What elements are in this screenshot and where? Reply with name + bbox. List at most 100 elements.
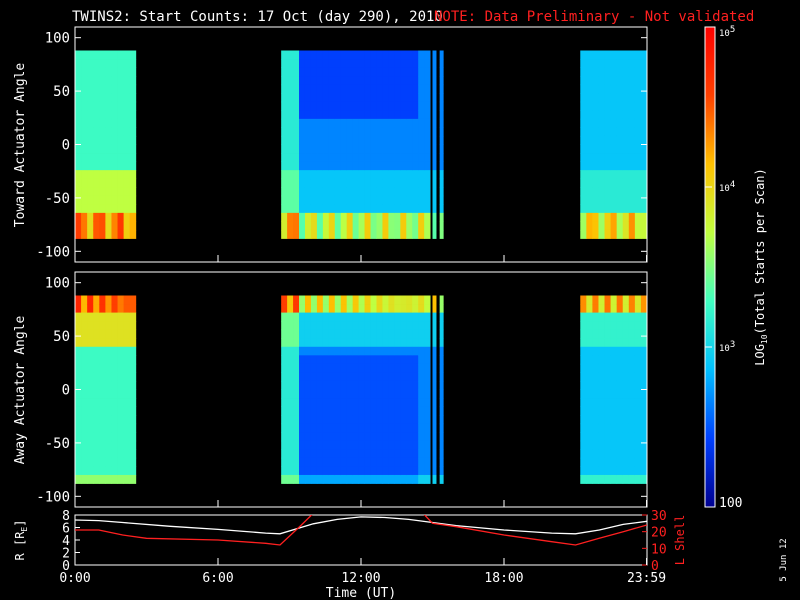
heatmap-cell (352, 415, 360, 425)
heatmap-cell (299, 380, 306, 390)
heatmap-cell (123, 84, 131, 94)
heatmap-cell (586, 466, 593, 476)
heatmap-cell (99, 67, 106, 77)
heatmap-cell (604, 153, 611, 162)
heatmap-cell (293, 221, 300, 231)
heatmap-cell (400, 449, 407, 459)
heatmap-cell (81, 161, 88, 171)
heatmap-cell (412, 212, 419, 222)
heatmap-cell (334, 338, 342, 348)
heatmap-cell (340, 457, 348, 467)
heatmap-cell (592, 204, 599, 214)
heatmap-cell (610, 312, 618, 322)
heatmap-cell (424, 346, 431, 356)
heatmap-cell (598, 355, 605, 365)
heatmap-cell (281, 59, 288, 68)
heatmap-cell (418, 135, 425, 145)
heatmap-cell (111, 295, 118, 305)
heatmap-cell (592, 153, 599, 162)
heatmap-cell (610, 153, 618, 162)
heatmap-cell (87, 212, 94, 222)
heatmap-cell (622, 178, 630, 188)
heatmap-cell (105, 380, 112, 390)
heatmap-cell (352, 204, 360, 214)
heatmap-cell (316, 423, 324, 433)
heatmap-cell (640, 398, 648, 407)
heatmap-cell (75, 161, 82, 171)
heatmap-cell (439, 372, 444, 382)
heatmap-cell (322, 221, 330, 231)
heatmap-cell (304, 110, 312, 120)
heatmap-cell (299, 135, 306, 145)
heatmap-cell (75, 321, 82, 331)
heatmap-cell (616, 440, 624, 450)
heatmap-cell (592, 84, 599, 94)
heatmap-cell (129, 67, 137, 77)
heatmap-cell (105, 432, 112, 442)
heatmap-cell (439, 304, 444, 313)
heatmap-cell (99, 474, 106, 484)
heatmap-cell (281, 178, 288, 188)
heatmap-cell (117, 372, 125, 382)
heatmap-cell (622, 187, 630, 197)
heatmap-cell (370, 170, 377, 180)
heatmap-cell (598, 50, 605, 60)
heatmap-cell (400, 355, 407, 365)
heatmap-cell (628, 161, 636, 171)
heatmap-cell (394, 204, 401, 214)
heatmap-cell (394, 389, 401, 399)
heatmap-cell (592, 187, 599, 197)
heatmap-cell (340, 110, 348, 120)
heatmap-cell (287, 372, 294, 382)
heatmap-cell (99, 389, 106, 399)
heatmap-cell (293, 187, 300, 197)
heatmap-cell (622, 346, 630, 356)
heatmap-cell (394, 474, 401, 484)
heatmap-cell (388, 187, 395, 197)
heatmap-cell (640, 295, 648, 305)
heatmap-cell (281, 204, 288, 214)
heatmap-cell (93, 338, 100, 348)
heatmap-cell (418, 195, 425, 205)
heatmap-cell (117, 144, 125, 154)
heatmap-cell (622, 144, 630, 154)
heatmap-cell (580, 295, 587, 305)
heatmap-cell (412, 50, 419, 60)
heatmap-cell (123, 389, 131, 399)
heatmap-cell (598, 118, 605, 128)
heatmap-cell (439, 135, 444, 145)
heatmap-cell (304, 423, 312, 433)
heatmap-cell (293, 204, 300, 214)
heatmap-cell (394, 101, 401, 111)
heatmap-cell (322, 449, 330, 459)
heatmap-cell (334, 329, 342, 339)
heatmap-cell (640, 321, 648, 331)
heatmap-cell (93, 449, 100, 459)
heatmap-cell (334, 144, 342, 154)
heatmap-cell (634, 50, 642, 60)
heatmap-cell (604, 221, 611, 231)
heatmap-cell (370, 204, 377, 214)
heatmap-cell (123, 355, 131, 365)
heatmap-cell (388, 474, 395, 484)
heatmap-cell (418, 178, 425, 188)
heatmap-cell (105, 118, 112, 128)
heatmap-cell (432, 229, 437, 239)
heatmap-cell (304, 127, 312, 137)
heatmap-cell (394, 76, 401, 86)
heatmap-cell (622, 59, 630, 68)
heatmap-cell (352, 321, 360, 331)
heatmap-cell (81, 432, 88, 442)
heatmap-cell (117, 346, 125, 356)
heatmap-cell (105, 423, 112, 433)
heatmap-cell (580, 67, 587, 77)
heatmap-cell (382, 144, 389, 154)
heatmap-cell (87, 178, 94, 188)
heatmap-cell (634, 474, 642, 484)
heatmap-cell (281, 449, 288, 459)
heatmap-cell (358, 474, 365, 484)
heatmap-cell (628, 312, 636, 322)
heatmap-cell (406, 221, 413, 231)
heatmap-cell (622, 153, 630, 162)
x-tick-label: 23:59 (627, 571, 666, 586)
